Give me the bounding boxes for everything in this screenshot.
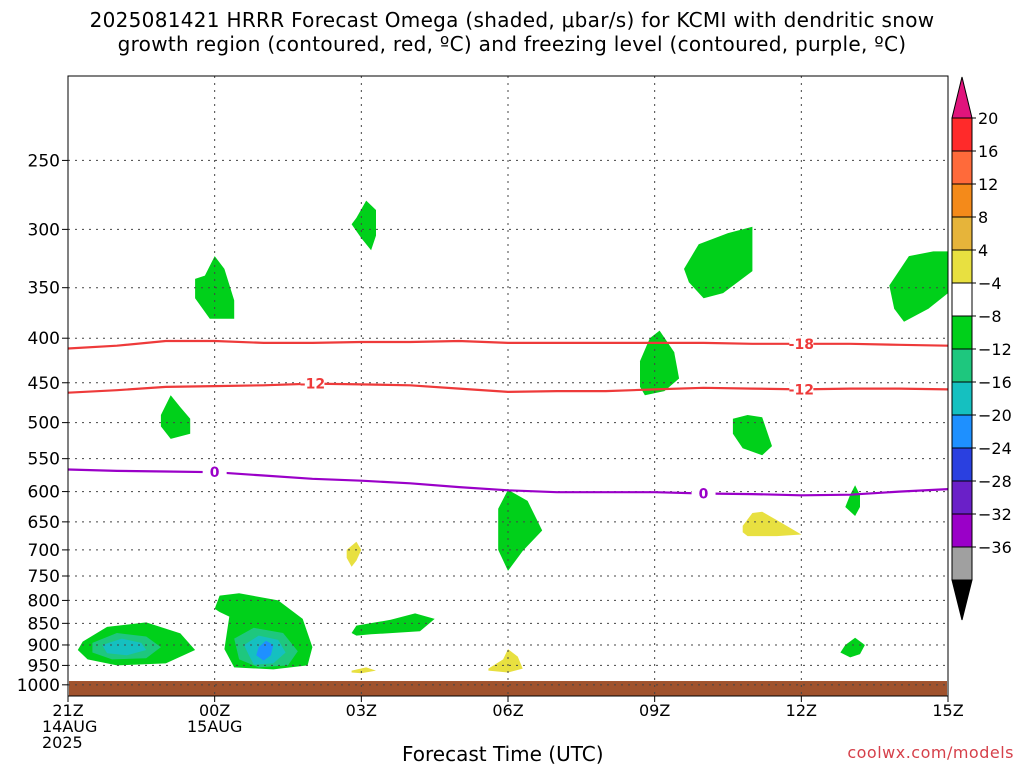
y-tick-label-950: 950 [28,656,60,676]
omega-region-8 [160,395,191,439]
contour-label-bg-1-0 [300,375,325,392]
omega-colorbar: 20 16 12 8 4 −4 −8 −12 −16 −20 −24 −28 −32 −36 [951,76,1012,621]
x-tick-label-3-0: 00Z [199,701,230,720]
y-tick-label-1000: 1000 [17,676,60,696]
x-tick-label-0-1: 14AUG [42,717,97,736]
colorbar-label-11: −28 [978,472,1012,491]
y-tick-label-650: 650 [28,513,60,533]
x-tick-label-3-1: 15AUG [187,717,242,736]
colorbar-swatch-9 [951,414,973,449]
y-tick-label-550: 550 [28,450,60,470]
colorbar-label-4: 4 [978,241,988,260]
x-tick-label-0-2: 2025 [42,733,83,752]
colorbar-label-3: 8 [978,208,988,227]
colorbar-swatch-8 [951,381,973,416]
colorbar-label-13: −36 [978,538,1012,557]
colorbar-swatch-10 [951,447,973,482]
colorbar-swatch-1 [951,150,973,185]
chart-title-line-1: 2025081421 HRRR Forecast Omega (shaded, … [89,8,935,32]
y-tick-label-250: 250 [28,151,60,171]
contour-label-bg-2-0 [202,464,227,481]
colorbar-swatch-0 [951,117,973,152]
colorbar-label-0: 20 [978,109,998,128]
contour-label-2-0: 0 [210,465,220,481]
omega-region-17 [840,637,865,658]
contour-label-1-0: -12 [300,377,325,393]
omega-region-11 [498,489,543,571]
omega-region-21 [488,649,523,673]
colorbar-swatch-3 [951,216,973,251]
omega-region-16 [845,485,860,516]
x-tick-label-12-0: 09Z [639,701,670,720]
colorbar-label-12: −32 [978,505,1012,524]
y-tick-label-300: 300 [28,220,60,240]
y-tick-label-600: 600 [28,483,60,503]
omega-shading-layer [77,200,948,674]
omega-region-19 [742,511,802,537]
y-tick-label-800: 800 [28,591,60,611]
omega-region-9 [351,200,376,251]
colorbar-label-8: −16 [978,373,1012,392]
y-tick-label-350: 350 [28,279,60,299]
contour-label-2-1: 0 [699,486,709,502]
omega-region-15 [889,251,948,322]
omega-region-2 [102,638,147,656]
contour-label-0-0: -18 [789,337,814,353]
x-tick-label-0-0: 21Z [52,701,83,720]
colorbar-swatch-4 [951,249,973,284]
contour-label-bg-2-1 [691,485,716,502]
contour-layer: -18 -12 -12 0 0 [67,335,949,502]
chart-title-line-2: growth region (contoured, red, ºC) and f… [117,32,907,56]
y-tick-label-900: 900 [28,636,60,656]
colorbar-swatch-6 [951,315,973,350]
y-tick-label-750: 750 [28,567,60,587]
colorbar-label-2: 12 [978,175,998,194]
x-tick-label-18-0: 15Z [932,701,963,720]
contour-label-bg-0-0 [789,335,814,352]
contour-label-bg-1-1 [789,381,814,398]
colorbar-label-7: −12 [978,340,1012,359]
colorbar-swatch-5 [951,282,973,317]
omega-region-13 [684,226,753,299]
y-tick-label-400: 400 [28,329,60,349]
y-tick-label-850: 850 [28,614,60,634]
contour-label-1-1: -12 [789,382,814,398]
colorbar-swatch-11 [951,480,973,515]
colorbar-swatch-12 [951,513,973,548]
x-tick-label-15-0: 12Z [786,701,817,720]
y-tick-label-500: 500 [28,414,60,434]
omega-region-10 [351,613,435,636]
omega-region-18 [346,541,362,567]
colorbar-swatch-13 [951,546,973,581]
colorbar-top-triangle [951,76,973,119]
pressure-axis: 2503003504004505005506006507007508008509… [17,151,68,696]
colorbar-label-1: 16 [978,142,998,161]
colorbar-label-6: −8 [978,307,1002,326]
y-tick-label-700: 700 [28,541,60,561]
omega-region-14 [732,415,772,456]
colorbar-bottom-triangle [951,579,973,621]
colorbar-label-10: −24 [978,439,1012,458]
omega-region-6 [256,640,274,661]
colorbar-label-5: −4 [978,274,1002,293]
x-tick-label-6-0: 03Z [346,701,377,720]
contour-0 [67,339,949,350]
omega-region-20 [351,667,376,674]
chart-title: 2025081421 HRRR Forecast Omega (shaded, … [0,8,1024,56]
colorbar-label-9: −20 [978,406,1012,425]
colorbar-swatch-7 [951,348,973,383]
watermark: coolwx.com/models [847,743,1014,762]
y-tick-label-450: 450 [28,374,60,394]
x-axis-label: Forecast Time (UTC) [402,742,604,766]
x-tick-label-9-0: 06Z [492,701,523,720]
omega-region-12 [640,330,680,396]
colorbar-swatch-2 [951,183,973,218]
